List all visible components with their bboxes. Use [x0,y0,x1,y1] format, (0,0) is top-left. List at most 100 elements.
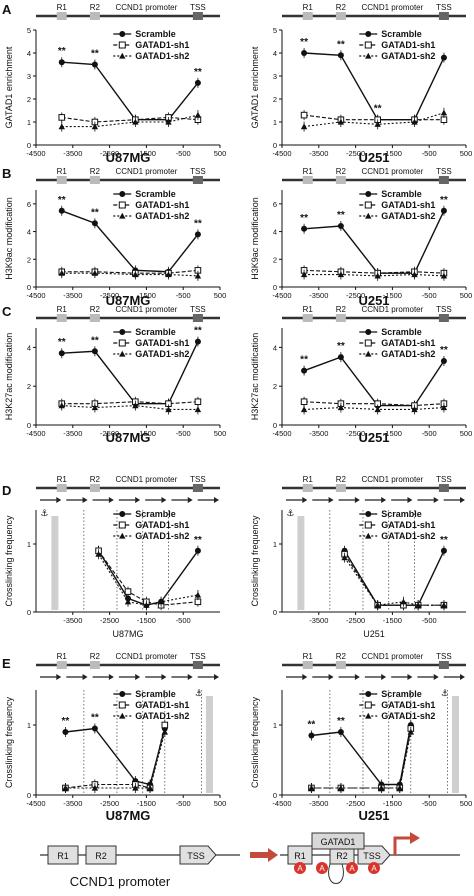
promoter-region-label: R1 [57,167,68,176]
promoter-region-label: R2 [90,305,101,314]
schematic-r1-box [47,845,79,865]
data-point [194,111,202,118]
data-point [143,602,150,608]
legend-label: GATAD1-sh2 [135,531,189,541]
significance-mark: ** [194,535,202,546]
x-tick-label: -4500 [272,799,291,808]
restriction-arrowhead-icon [381,674,387,680]
x-tick-label: -3500 [309,799,328,808]
chart-panel-2: R1 R2 TSS CCND1 promoter 0 1 2 3 4 5 -4500 -3500 -25… [250,3,472,165]
restriction-arrowhead-icon [187,674,193,680]
data-point [91,725,98,732]
y-tick-label: 3 [273,72,277,81]
promoter-name: CCND1 promoter [116,3,178,12]
data-point [300,123,308,130]
x-tick-label: -500 [176,429,191,438]
data-point [337,223,344,230]
data-point [194,398,202,406]
x-tick-label: -500 [422,799,437,808]
data-point [58,402,65,409]
acetyl-mark-1-label: A [297,864,303,873]
data-point [91,348,98,355]
y-tick-label: 0 [273,141,277,150]
y-tick-label: 2 [273,382,277,391]
legend-label: Scramble [381,327,422,337]
acetyl-mark-2-label: A [319,864,325,873]
significance-mark: ** [58,337,66,348]
significance-mark: ** [62,716,70,727]
data-point [91,404,99,411]
promoter-name: CCND1 promoter [362,652,424,661]
x-tick-label: -500 [422,291,437,300]
data-point [58,123,65,130]
legend-marker [119,350,126,357]
x-tick-label: -1500 [137,799,156,808]
y-tick-label: 1 [273,540,277,549]
x-tick-label: -3500 [63,799,82,808]
x-tick-label: 500 [460,149,473,158]
promoter-region-label: R1 [57,652,68,661]
promoter-region-label: R1 [303,305,314,314]
data-point [124,588,132,595]
promoter-region-marker [335,661,346,669]
y-tick-label: 0 [27,283,31,292]
legend-marker [119,511,126,517]
x-tick-label: -4500 [26,291,45,300]
x-tick-label: 500 [214,291,227,300]
restriction-arrowhead-icon [381,497,387,503]
y-tick-label: 4 [27,343,31,352]
data-point [337,404,345,411]
y-axis-label: GATAD1 enrichment [250,46,260,128]
legend-label: Scramble [135,509,176,519]
data-point [414,602,422,608]
legend-label: GATAD1-sh1 [135,40,189,50]
data-point [58,269,65,276]
x-tick-label: -500 [176,291,191,300]
data-point [161,721,169,729]
data-point [337,729,344,735]
legend-label: Scramble [381,29,422,39]
promoter-region-marker [89,12,100,20]
x-tick-label: 500 [460,291,473,300]
significance-mark: ** [91,207,99,218]
restriction-arrowhead-icon [82,497,88,503]
significance-mark: ** [337,716,345,727]
cell-line-label: U87MG [106,293,151,308]
data-point [194,547,201,554]
series-line-1 [61,61,199,121]
tss-marker [192,661,203,669]
tss-label: TSS [436,3,452,12]
cell-line-label: U251 [358,293,389,308]
anchor-bar [205,696,213,793]
significance-mark: ** [337,210,345,221]
restriction-arrowhead-icon [328,497,334,503]
tss-marker [438,314,449,322]
y-axis-label: Crosslinking frequency [4,696,14,788]
cell-line-label: U87MG [106,150,151,165]
panel-letter: B [2,166,11,181]
x-tick-label: -1500 [383,616,402,625]
legend-label: GATAD1-sh1 [381,700,435,710]
acetyl-mark-4 [368,862,380,874]
y-tick-label: 0 [27,791,31,800]
significance-mark: ** [374,104,382,115]
legend-marker [118,339,126,347]
x-tick-label: -4500 [272,429,291,438]
promoter-name: CCND1 promoter [116,475,178,484]
promoter-name: CCND1 promoter [362,475,424,484]
significance-mark: ** [440,195,448,206]
significance-mark: ** [440,345,448,356]
significance-mark: ** [300,213,308,224]
data-point [62,784,69,791]
acetyl-mark-1 [294,862,306,874]
restriction-arrowhead-icon [135,497,141,503]
legend-label: Scramble [135,689,176,699]
data-point [132,784,139,791]
promoter-region-label: R1 [303,167,314,176]
legend-label: Scramble [381,509,422,519]
series-line-3 [304,273,444,277]
y-axis-label: H3K27ac modification [250,333,260,421]
series-line-1 [303,356,445,407]
cell-line-label: U87MG [112,629,143,639]
